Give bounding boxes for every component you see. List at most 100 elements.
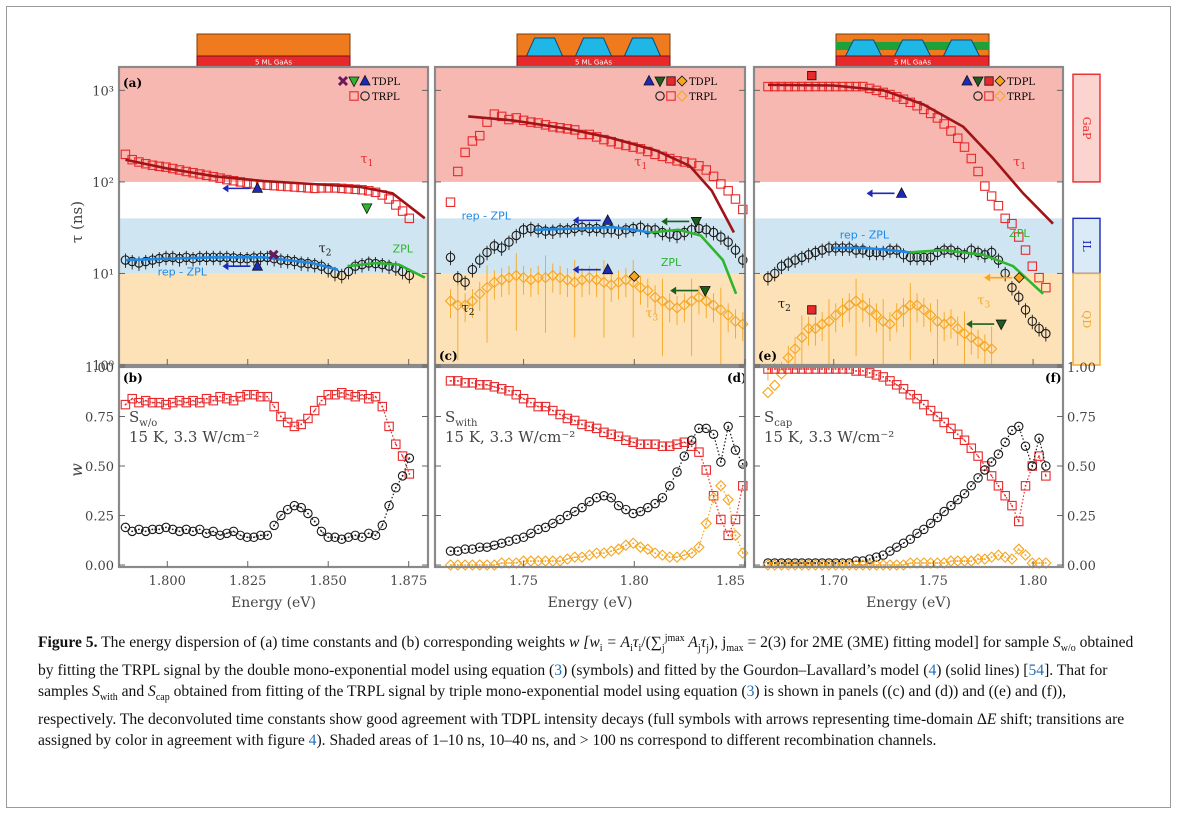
data-point <box>980 465 990 475</box>
point-center <box>239 534 242 537</box>
data-point <box>467 136 478 146</box>
point-center <box>151 401 154 404</box>
data-point <box>533 401 543 412</box>
data-point <box>147 524 158 535</box>
data-point <box>809 322 822 335</box>
point-center <box>239 395 242 398</box>
point-center <box>508 562 510 564</box>
data-point <box>763 81 773 92</box>
point-center <box>848 564 851 566</box>
data-point <box>738 459 748 469</box>
data-point <box>890 309 903 321</box>
legend: TDPL TRPL <box>337 74 400 103</box>
point-center <box>956 433 959 436</box>
point-center <box>807 562 810 564</box>
point-center <box>374 534 377 537</box>
data-point <box>467 378 478 388</box>
point-center <box>471 381 474 384</box>
data-point <box>1007 218 1017 229</box>
data-point <box>992 549 1005 561</box>
data-point <box>918 304 930 316</box>
point-center <box>588 500 591 503</box>
data-point <box>391 200 401 210</box>
caption-segment[interactable]: 3 <box>746 683 755 701</box>
data-point <box>316 395 327 406</box>
data-point <box>694 423 704 434</box>
point-center <box>198 528 201 531</box>
point-center <box>171 528 174 531</box>
point-center <box>1011 504 1013 507</box>
band-label-il: IL <box>1080 240 1093 252</box>
point-center <box>821 564 824 566</box>
data-point <box>807 70 817 81</box>
y-axis-label-bottom: w <box>67 463 86 477</box>
point-center <box>603 494 605 497</box>
data-point <box>289 500 300 511</box>
point-center <box>1024 484 1027 487</box>
point-center <box>232 399 235 402</box>
data-point <box>685 295 698 307</box>
data-point <box>336 534 347 545</box>
data-point <box>540 522 551 533</box>
point-center <box>327 393 330 396</box>
data-point <box>201 528 212 539</box>
data-point <box>656 549 669 561</box>
point-center <box>698 427 700 430</box>
data-point <box>966 443 977 453</box>
y-tick-label-right: 1.00 <box>1067 361 1096 376</box>
caption-segment[interactable]: 3 <box>554 661 563 679</box>
point-center <box>654 502 656 505</box>
caption-segment: w/o <box>1060 643 1076 655</box>
point-center <box>1044 475 1047 477</box>
point-center <box>1017 425 1020 428</box>
data-point <box>643 439 653 449</box>
caption-segment[interactable]: 4 <box>308 732 317 750</box>
caption-segment: τ <box>700 634 707 652</box>
point-center <box>741 463 744 465</box>
data-point <box>620 274 632 286</box>
fit-line-blue <box>534 225 651 234</box>
caption-segment[interactable]: 54 <box>1028 661 1045 679</box>
data-point <box>961 74 973 86</box>
data-point <box>966 153 977 164</box>
point-center <box>551 522 554 525</box>
caption-segment[interactable]: 4 <box>928 661 937 679</box>
conditions: 15 K, 3.3 W/cm⁻² <box>129 428 259 446</box>
point-center <box>639 510 642 513</box>
data-point <box>215 530 225 541</box>
data-point <box>268 249 279 260</box>
point-center <box>327 536 330 539</box>
point-center <box>977 476 979 479</box>
data-point <box>700 517 713 530</box>
data-point <box>635 506 646 517</box>
data-point <box>215 391 225 402</box>
caption-segment: obtained by fitting the TRPL signal by t… <box>38 634 1134 679</box>
data-point <box>510 269 523 282</box>
data-point <box>496 243 507 253</box>
data-point <box>1013 516 1024 527</box>
data-point <box>738 204 748 215</box>
point-center <box>983 558 986 560</box>
point-center <box>573 556 576 558</box>
point-center <box>683 455 686 458</box>
data-point <box>973 473 983 483</box>
data-point <box>973 247 983 258</box>
point-center <box>734 449 737 452</box>
data-point <box>606 429 617 440</box>
caption-segment: /(∑ <box>641 634 662 652</box>
caption-segment: The energy dispersion of (a) time consta… <box>101 634 569 652</box>
point-center <box>307 512 309 515</box>
data-point <box>359 74 371 86</box>
point-center <box>727 534 730 537</box>
point-center <box>515 393 518 396</box>
point-center <box>486 383 488 386</box>
data-point <box>700 295 713 307</box>
point-center <box>990 461 993 463</box>
point-center <box>508 389 510 392</box>
data-point <box>453 166 463 177</box>
series-tau3 <box>762 278 998 399</box>
data-point <box>561 274 574 286</box>
data-point <box>897 559 910 571</box>
